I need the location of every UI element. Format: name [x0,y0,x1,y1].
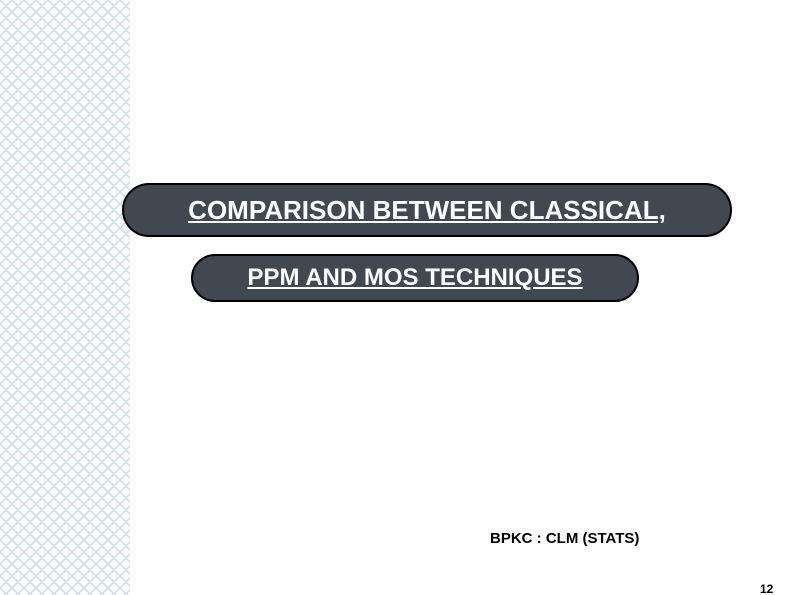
page-number: 12 [760,582,773,595]
footer-text: BPKC : CLM (STATS) [490,530,639,547]
title-pill-line-2: PPM AND MOS TECHNIQUES [191,254,639,302]
sidebar-pattern [0,0,130,595]
slide: COMPARISON BETWEEN CLASSICAL, PPM AND MO… [0,0,794,595]
title-text-line-1: COMPARISON BETWEEN CLASSICAL, [188,195,666,226]
title-pill-line-1: COMPARISON BETWEEN CLASSICAL, [122,183,732,237]
title-text-line-2: PPM AND MOS TECHNIQUES [247,264,582,292]
